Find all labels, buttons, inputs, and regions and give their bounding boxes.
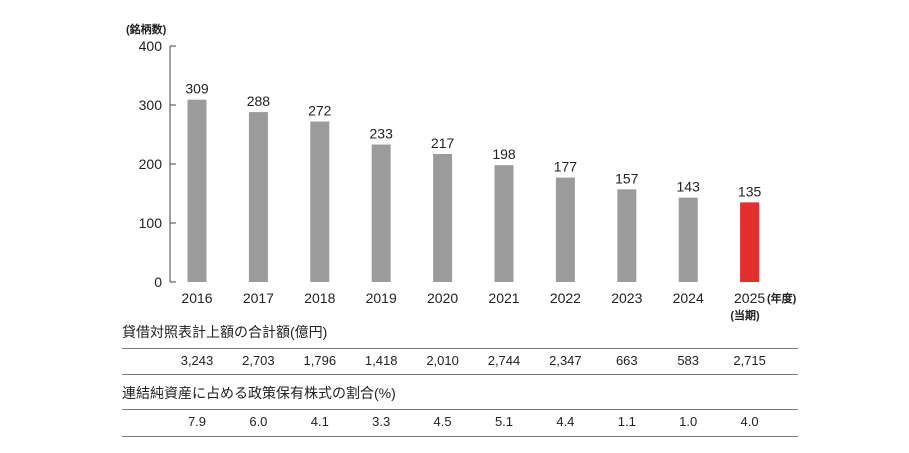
x-unit-label: (年度) (767, 291, 797, 305)
bar-value-label: 309 (185, 81, 209, 97)
book-value-cell: 2,703 (242, 353, 275, 368)
bar-value-label: 177 (554, 159, 578, 175)
book-value-cell: 583 (677, 353, 700, 368)
bar-2023 (617, 189, 637, 282)
book-value-cell: 3,243 (180, 353, 214, 368)
book-value-title: 貸借対照表計上額の合計額(億円) (122, 324, 328, 340)
x-tick-label: 2019 (366, 290, 397, 306)
book-value-bottom-rule (122, 374, 798, 375)
bar-2016 (187, 99, 207, 282)
book-value-cell: 1,418 (364, 353, 398, 368)
ratio-cell: 4.1 (310, 414, 329, 429)
ratio-cell: 4.4 (556, 414, 575, 429)
bar-value-label: 198 (492, 146, 516, 162)
x-axis-labels: 2016 2017 2018 2019 2020 2021 2022 2023 2024 2025 (181, 290, 765, 306)
bar-value-label: 135 (738, 183, 762, 199)
y-axis: 0 100 200 300 400 (139, 38, 176, 290)
bar-2022 (555, 177, 575, 282)
x-tick-label: 2024 (673, 290, 704, 306)
bar-2017 (248, 112, 268, 282)
book-value-cell: 2,010 (426, 353, 459, 368)
x-tick-label: 2021 (488, 290, 519, 306)
x-tick-label: 2023 (611, 290, 642, 306)
bar-2019 (371, 144, 391, 282)
y-tick-label: 300 (139, 97, 163, 113)
ratio-cell: 4.0 (740, 414, 759, 429)
ratio-cell: 1.1 (617, 414, 636, 429)
book-value-cell: 2,347 (549, 353, 582, 368)
ratio-bottom-rule (122, 436, 798, 437)
bar-2020 (433, 153, 453, 282)
x-tick-label: 2018 (304, 290, 335, 306)
bar-2018 (310, 121, 330, 283)
bar-value-label: 143 (677, 179, 701, 195)
bar-2025 (740, 202, 760, 282)
ratio-top-rule (122, 409, 798, 410)
book-value-cell: 2,744 (487, 353, 521, 368)
ratio-cell: 6.0 (249, 414, 268, 429)
x-tick-label: 2022 (550, 290, 581, 306)
bar-value-label: 288 (247, 93, 271, 109)
y-tick-label: 200 (139, 156, 163, 172)
bar-chart: (銘柄数) 0 100 200 300 400 309 288 272 233 217 198 17… (126, 22, 797, 322)
bar-value-label: 157 (615, 170, 639, 186)
ratio-cell: 4.5 (433, 414, 452, 429)
y-tick-label: 100 (139, 215, 163, 231)
y-tick-label: 400 (139, 38, 163, 54)
bar-value-label: 217 (431, 135, 455, 151)
ratio-title: 連結純資産に占める政策保有株式の割合(%) (122, 385, 396, 401)
current-period-note: (当期) (730, 308, 760, 322)
bars: 309 288 272 233 217 198 177 157 143 135 (185, 81, 762, 283)
book-value-cell: 1,796 (303, 353, 337, 368)
bar-2024 (678, 197, 698, 282)
bar-2021 (494, 165, 514, 282)
ratio-row: 7.9 6.0 4.1 3.3 4.5 5.1 4.4 1.1 1.0 4.0 (122, 412, 798, 434)
y-tick-label: 0 (154, 274, 162, 290)
book-value-top-rule (122, 348, 798, 349)
book-value-row: 3,243 2,703 1,796 1,418 2,010 2,744 2,347 663 58… (122, 351, 798, 373)
ratio-cell: 3.3 (372, 414, 391, 429)
x-tick-label: 2016 (181, 290, 212, 306)
ratio-cell: 5.1 (494, 414, 514, 429)
book-value-cell: 2,715 (733, 353, 766, 368)
ratio-cell: 1.0 (679, 414, 698, 429)
book-value-cell: 663 (615, 353, 638, 368)
x-tick-label: 2020 (427, 290, 458, 306)
ratio-cell: 7.9 (187, 414, 207, 429)
x-tick-label: 2017 (243, 290, 274, 306)
bar-value-label: 272 (308, 103, 332, 119)
y-unit-label: (銘柄数) (126, 22, 167, 36)
bar-value-label: 233 (370, 126, 394, 142)
x-tick-label: 2025 (734, 290, 765, 306)
